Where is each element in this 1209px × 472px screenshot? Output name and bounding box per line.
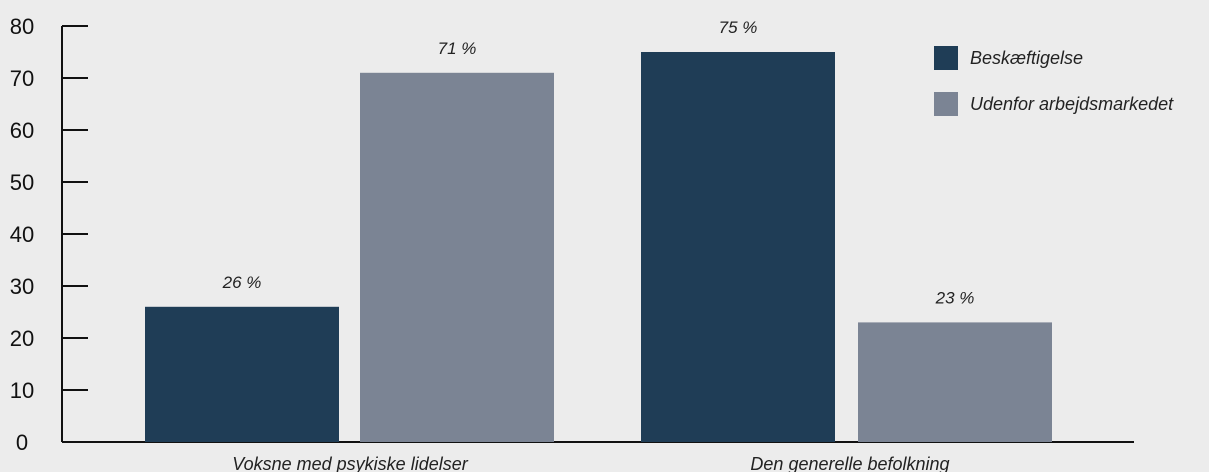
y-tick-label: 0 xyxy=(16,430,28,455)
y-tick-label: 50 xyxy=(10,170,34,195)
bar-udenfor-1 xyxy=(858,322,1052,442)
data-label: 71 % xyxy=(438,39,477,58)
bar-udenfor-0 xyxy=(360,72,554,443)
bars xyxy=(145,52,1052,443)
x-category-label: Voksne med psykiske lidelser xyxy=(232,454,468,472)
y-tick-label: 30 xyxy=(10,274,34,299)
data-label: 75 % xyxy=(719,18,758,37)
y-tick-label: 60 xyxy=(10,118,34,143)
y-tick-label: 20 xyxy=(10,326,34,351)
legend-label: Beskæftigelse xyxy=(970,48,1083,68)
y-tick-label: 40 xyxy=(10,222,34,247)
data-label: 26 % xyxy=(222,273,262,292)
legend-swatch xyxy=(934,92,958,116)
data-labels: 26 % 71 % 75 % 23 % xyxy=(222,18,975,307)
legend-label: Udenfor arbejdsmarkedet xyxy=(970,94,1174,114)
bar-beskaeftigelse-1 xyxy=(641,52,835,442)
y-tick-label: 70 xyxy=(10,66,34,91)
legend: Beskæftigelse Udenfor arbejdsmarkedet xyxy=(934,46,1174,116)
bar-beskaeftigelse-0 xyxy=(145,306,339,442)
legend-swatch xyxy=(934,46,958,70)
x-category-label: Den generelle befolkning xyxy=(750,454,949,472)
y-tick-label: 80 xyxy=(10,14,34,39)
data-label: 23 % xyxy=(935,288,975,307)
y-tick-label: 10 xyxy=(10,378,34,403)
